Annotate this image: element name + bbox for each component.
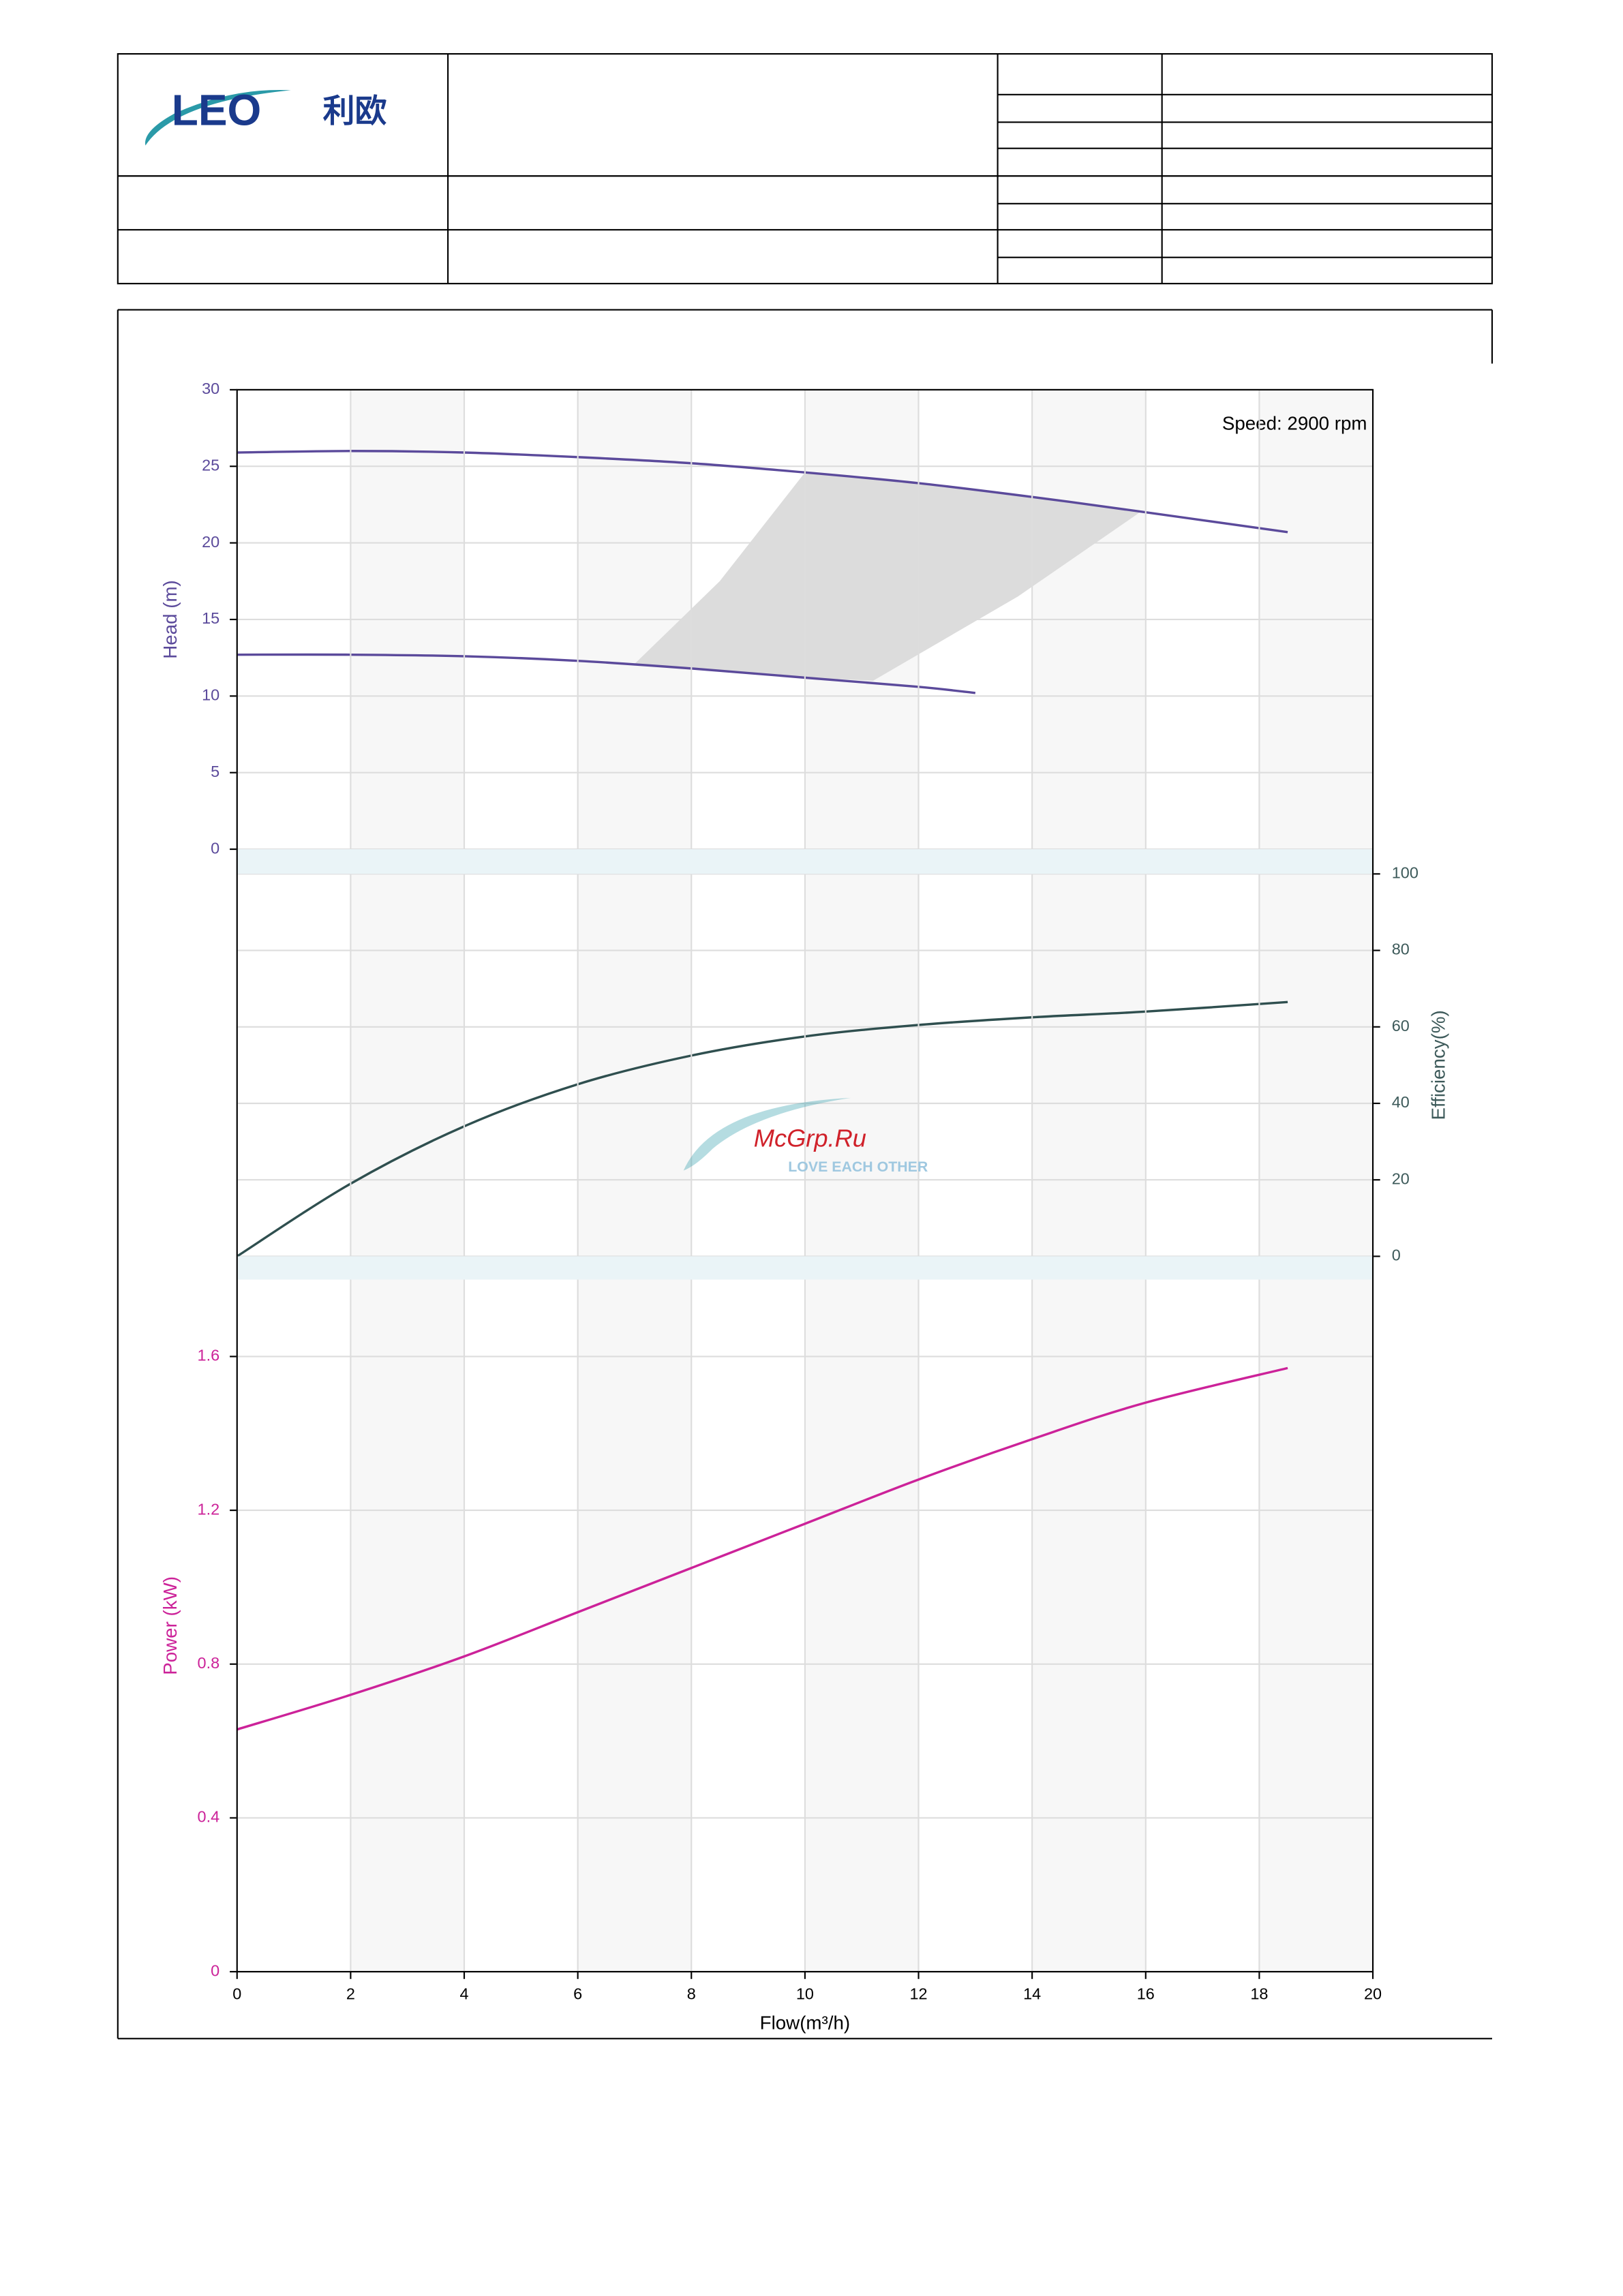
y-tick-label: 60 — [1392, 1017, 1410, 1035]
x-tick-label: 8 — [687, 1985, 696, 2002]
y-tick-label: 15 — [202, 609, 219, 627]
operating-region — [634, 472, 1140, 681]
x-tick-label: 2 — [346, 1985, 355, 2002]
y-tick-label: 20 — [1392, 1169, 1410, 1187]
line-series — [236, 1000, 1288, 1257]
y-tick-label: 0 — [1392, 1246, 1401, 1264]
y-tick-label: 0.4 — [198, 1808, 220, 1826]
panel-gap — [237, 1256, 1374, 1280]
logo-cn: 利欧 — [323, 93, 387, 129]
x-tick-label: 10 — [796, 1985, 814, 2002]
y-tick-label: 10 — [202, 686, 219, 704]
logo-latin: LEO — [172, 85, 262, 134]
table-lines — [117, 54, 1492, 284]
plot-border — [236, 388, 1374, 1973]
x-tick-label: 14 — [1023, 1985, 1041, 2002]
y-tick-label: 40 — [1392, 1093, 1410, 1111]
column-shade — [350, 389, 465, 1972]
y-tick-label: 1.2 — [198, 1500, 220, 1518]
chart-frame — [117, 309, 1493, 2040]
y-tick-label: 0 — [211, 1961, 219, 1979]
x-tick-label: 20 — [1364, 1985, 1382, 2002]
x-tick-label: 18 — [1250, 1985, 1268, 2002]
x-tick-label: 6 — [573, 1985, 582, 2002]
y-tick-label: 0 — [211, 839, 219, 857]
panel-gap — [237, 849, 1374, 874]
watermark-tagline: LOVE EACH OTHER — [788, 1159, 928, 1175]
annotation: Speed: 2900 rpm — [1222, 412, 1367, 433]
line-series — [237, 450, 1288, 534]
x-tick-label: 12 — [909, 1985, 927, 2002]
y-tick-label: 20 — [202, 533, 219, 551]
header-table: LEO 利欧 — [117, 52, 1493, 285]
table-border — [117, 52, 1493, 285]
watermark-logo — [683, 1097, 851, 1171]
y-axis-label: Efficiency(%) — [1428, 1010, 1449, 1120]
x-tick-label: 0 — [232, 1985, 241, 2002]
x-tick-label: 4 — [459, 1985, 468, 2002]
x-axis-label: Flow(m³/h) — [760, 2012, 850, 2033]
line-series — [237, 653, 976, 694]
y-tick-label: 5 — [211, 763, 219, 780]
watermark-site: McGrp.Ru — [754, 1124, 866, 1152]
logo-swoosh — [145, 89, 291, 146]
y-tick-label: 100 — [1392, 864, 1419, 882]
y-tick-label: 0.8 — [198, 1654, 220, 1672]
y-axis-label: Power (kW) — [160, 1576, 181, 1675]
column-shade — [1259, 389, 1374, 1972]
y-tick-label: 80 — [1392, 940, 1410, 958]
y-tick-label: 1.6 — [198, 1347, 220, 1364]
y-tick-label: 25 — [202, 456, 219, 474]
x-tick-label: 16 — [1137, 1985, 1155, 2002]
column-shade — [1032, 389, 1146, 1972]
y-tick-label: 30 — [202, 380, 219, 397]
line-series — [237, 1366, 1288, 1731]
y-axis-label: Head (m) — [160, 580, 181, 659]
